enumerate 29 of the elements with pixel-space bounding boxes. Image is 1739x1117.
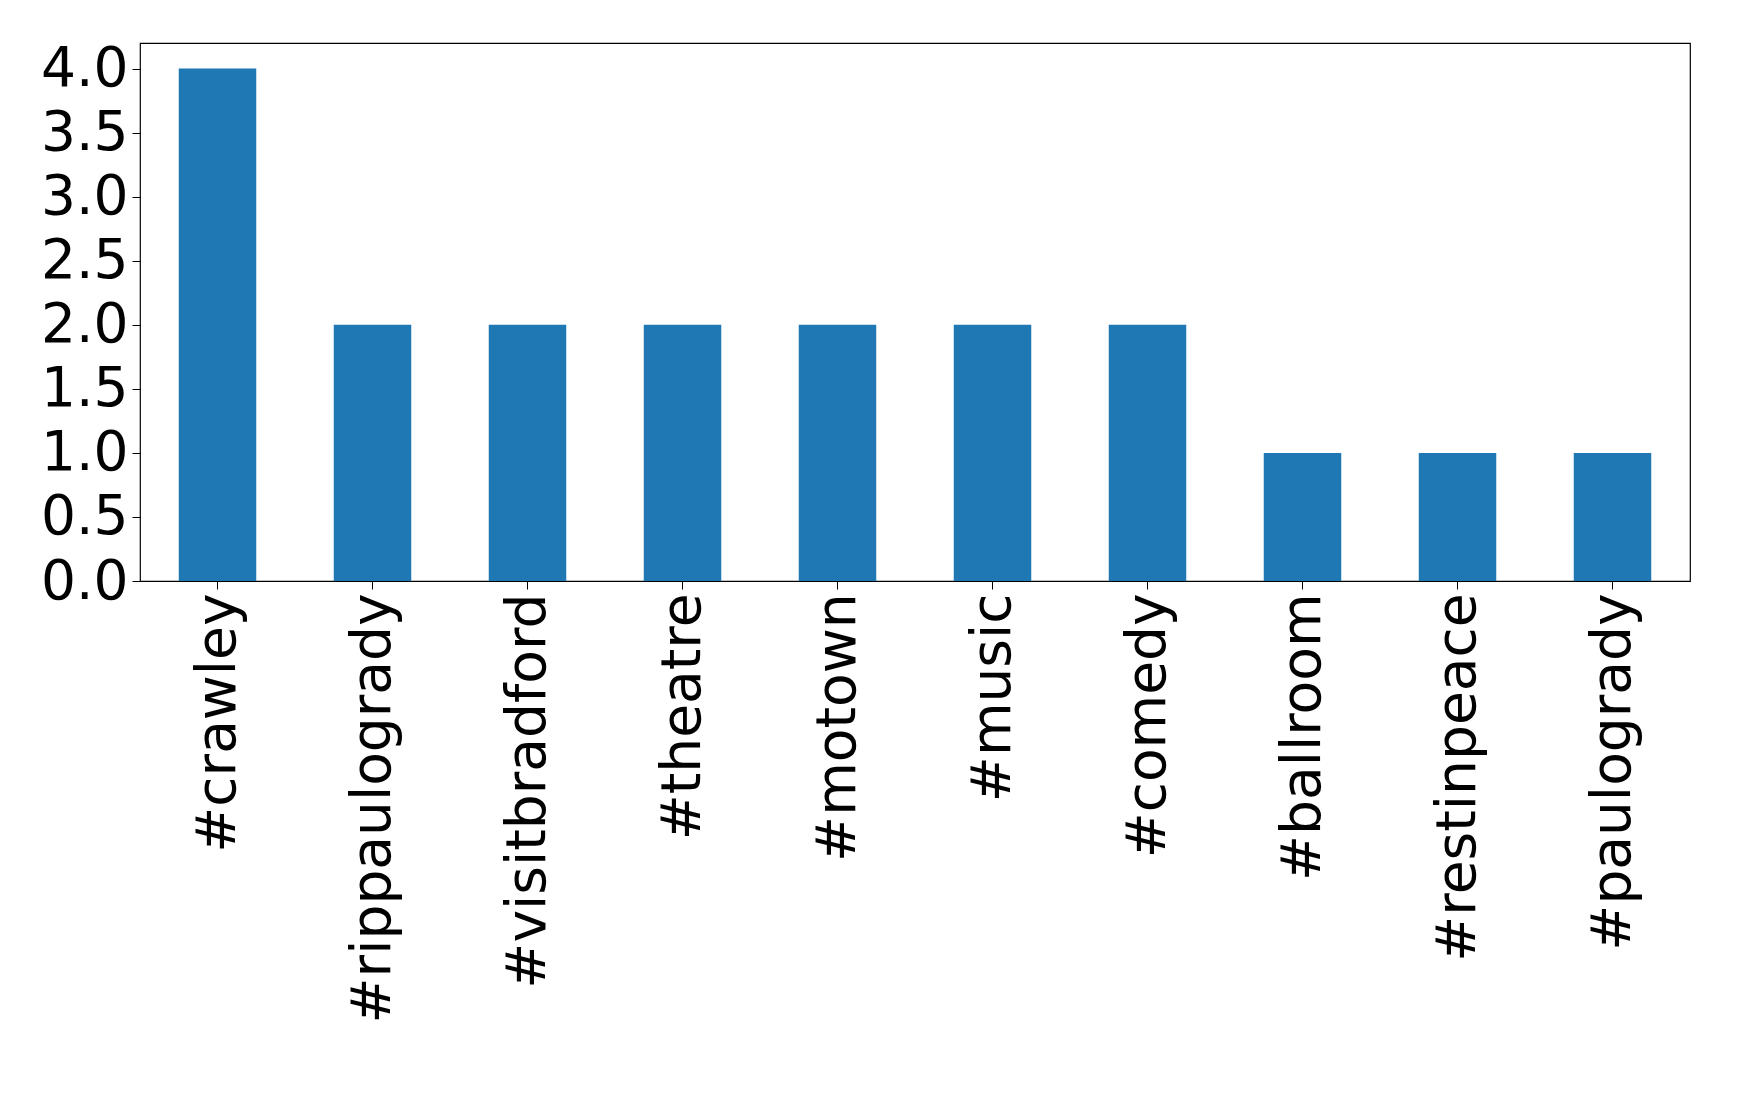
x-tick-label: #rippaulogrady [338, 593, 403, 1024]
bar [488, 324, 567, 581]
y-tick-label: 0.5 [41, 483, 129, 548]
y-tick-label: 1.0 [41, 419, 129, 484]
bar [1573, 452, 1652, 581]
y-tick-label: 1.5 [41, 355, 129, 420]
bar [953, 324, 1032, 581]
bar [333, 324, 412, 581]
bar [1263, 452, 1342, 581]
x-tick-label: #comedy [1113, 593, 1178, 859]
y-tick-label: 2.5 [41, 227, 129, 292]
bar [1108, 324, 1187, 581]
x-tick-label: #paulogrady [1578, 593, 1643, 951]
y-tick-label: 4.0 [41, 35, 129, 100]
x-tick-label: #music [958, 593, 1023, 803]
x-tick-label: #crawley [183, 593, 248, 853]
bar [178, 68, 257, 581]
x-tick-label: #motown [803, 593, 868, 862]
y-tick-label: 0.0 [41, 547, 129, 612]
bar [643, 324, 722, 581]
y-tick-label: 2.0 [41, 291, 129, 356]
x-tick-label: #theatre [648, 593, 713, 841]
bar [1418, 452, 1497, 581]
x-tick-label: #ballroom [1268, 593, 1333, 882]
x-tick-label: #restinpeace [1423, 593, 1488, 962]
y-tick-label: 3.0 [41, 163, 129, 228]
x-tick-label: #visitbradford [493, 593, 558, 989]
bar [798, 324, 877, 581]
y-tick-label: 3.5 [41, 99, 129, 164]
